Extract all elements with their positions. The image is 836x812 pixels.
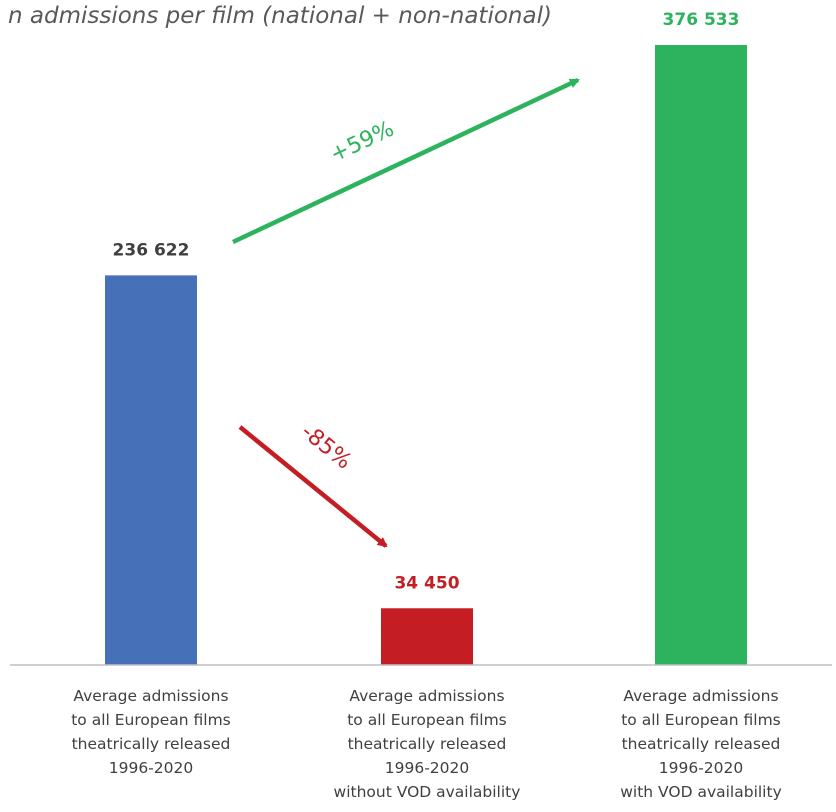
- decrease-percentage-label: -85%: [296, 419, 356, 474]
- value-label-1: 236 622: [113, 240, 190, 260]
- decrease-arrow: [238, 425, 388, 548]
- chart-title: n admissions per film (national + non-na…: [8, 3, 552, 29]
- value-labels: 236 622 34 450 376 533: [113, 10, 740, 593]
- category-label-3-line-2: to all European films: [621, 711, 781, 729]
- category-label-2-line-5: without VOD availability: [334, 783, 521, 801]
- category-labels: Average admissions to all European films t…: [71, 687, 782, 801]
- category-label-3-line-1: Average admissions: [623, 687, 778, 705]
- category-label-3-line-4: 1996-2020: [659, 759, 744, 777]
- decrease-annotation: -85%: [238, 419, 388, 548]
- value-label-3: 376 533: [663, 10, 740, 30]
- increase-percentage-label: +59%: [326, 117, 398, 168]
- category-label-1-line-3: theatrically released: [72, 735, 231, 753]
- value-label-2: 34 450: [394, 573, 459, 593]
- bar-2: [381, 608, 473, 665]
- category-label-2-line-4: 1996-2020: [385, 759, 470, 777]
- increase-arrow: [232, 77, 580, 245]
- category-label-1-line-2: to all European films: [71, 711, 231, 729]
- category-label-3-line-5: with VOD availability: [620, 783, 782, 801]
- bar-3: [655, 45, 747, 665]
- bars: [105, 45, 747, 665]
- category-label-2-line-2: to all European films: [347, 711, 507, 729]
- category-label-1-line-4: 1996-2020: [109, 759, 194, 777]
- bar-1: [105, 275, 197, 665]
- increase-annotation: +59%: [232, 77, 580, 245]
- category-label-3-line-3: theatrically released: [622, 735, 781, 753]
- category-label-2-line-1: Average admissions: [349, 687, 504, 705]
- category-label-2-line-3: theatrically released: [348, 735, 507, 753]
- category-label-1-line-1: Average admissions: [73, 687, 228, 705]
